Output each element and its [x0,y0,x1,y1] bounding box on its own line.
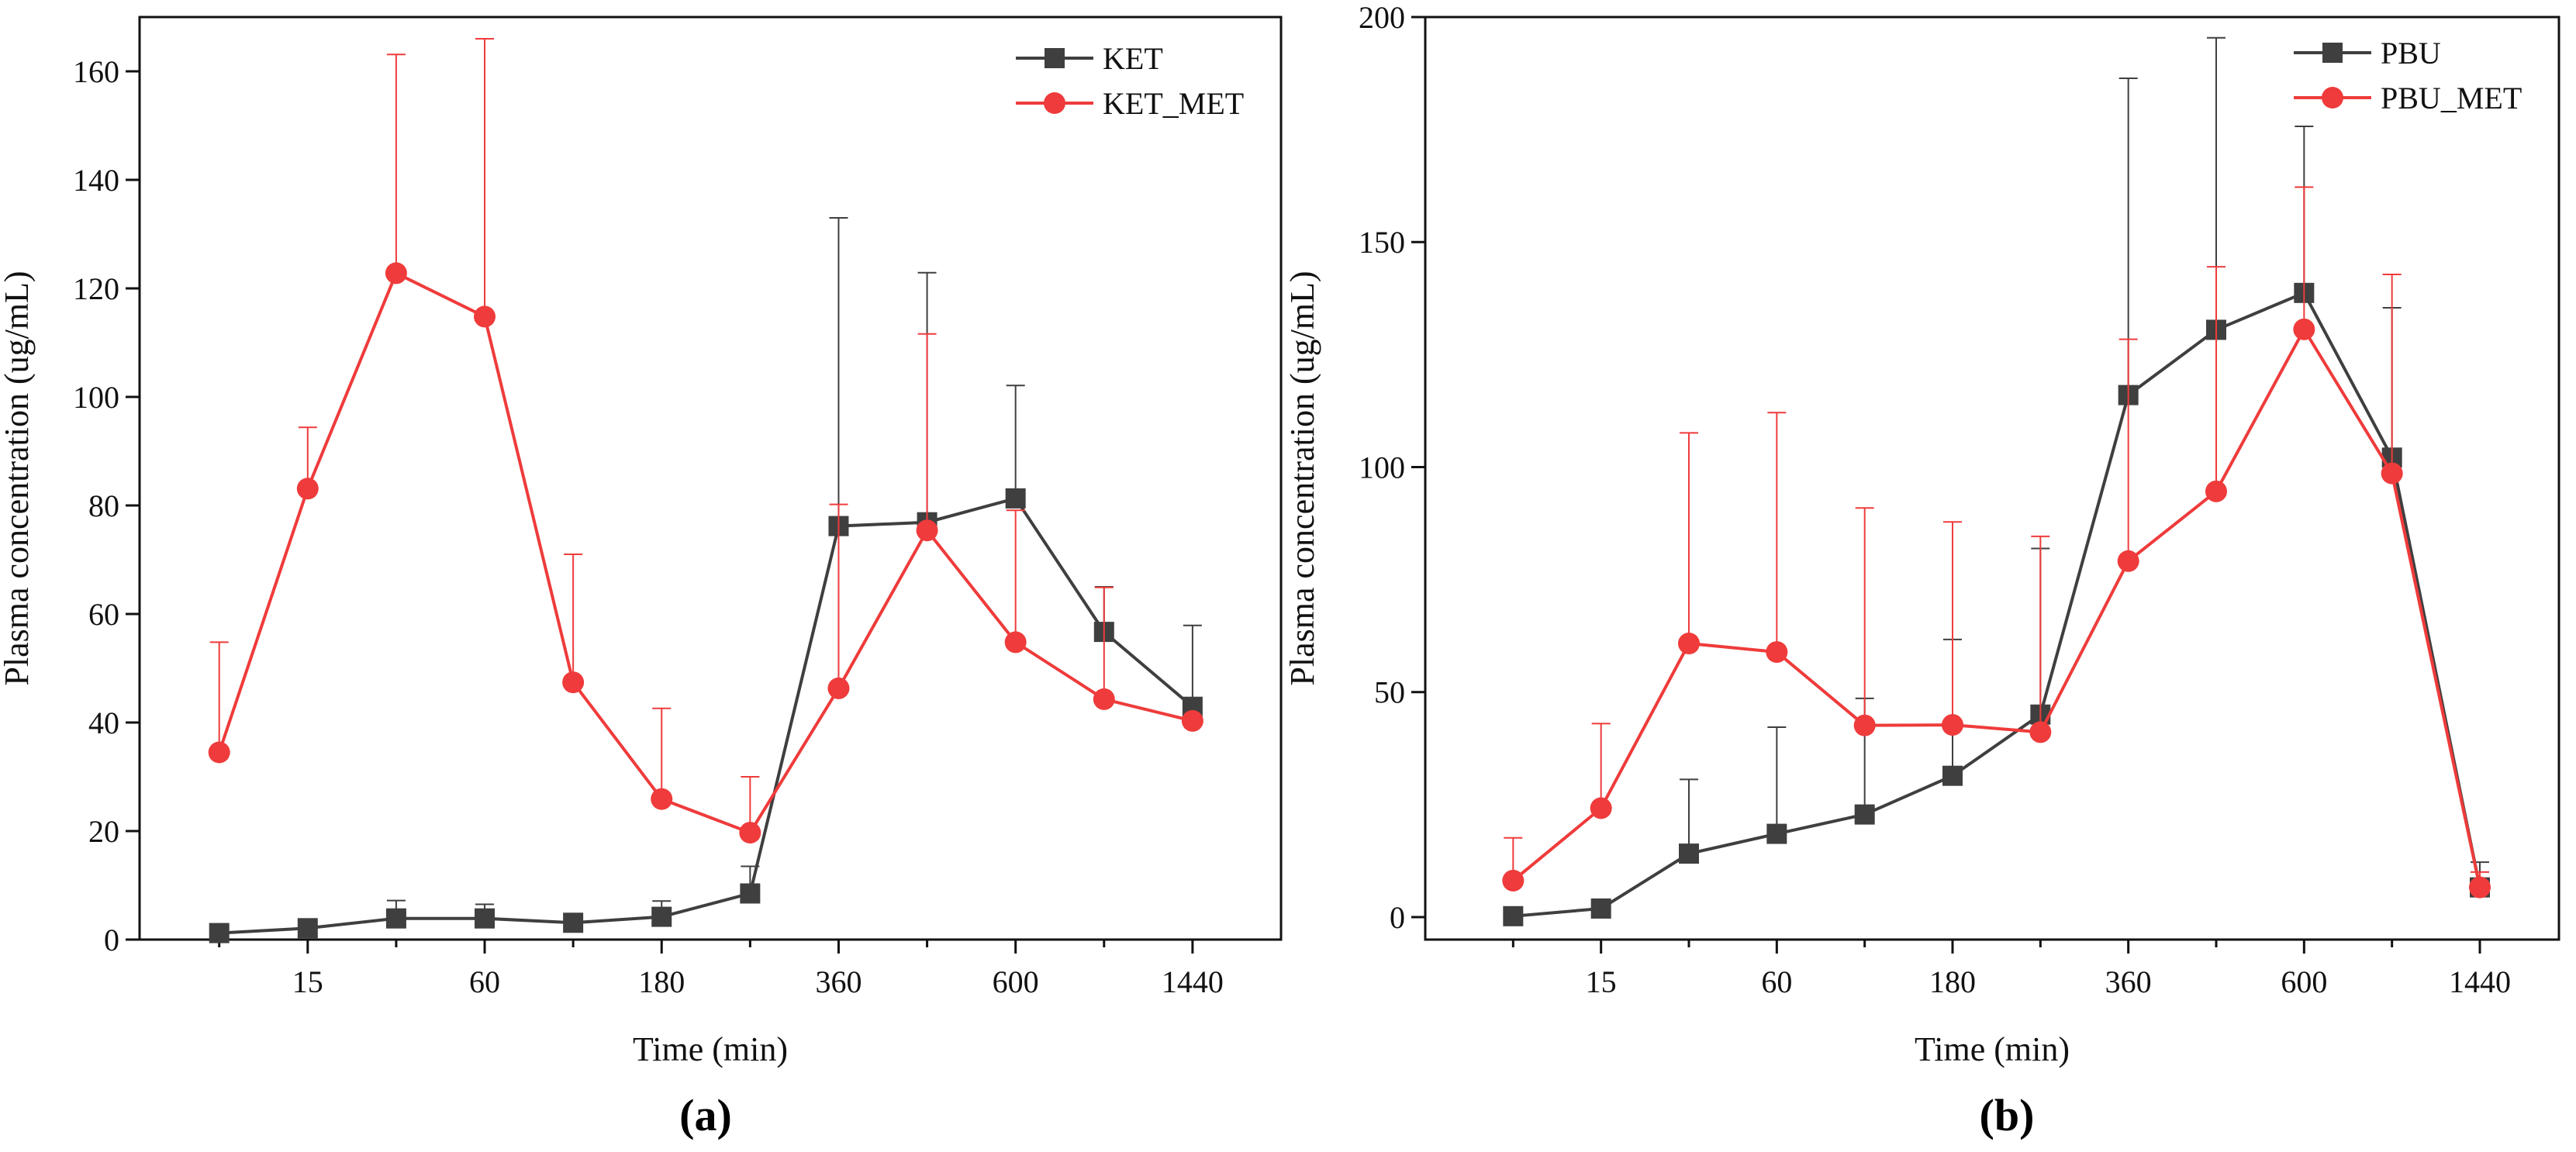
series-line [1513,291,2481,918]
y-tick-label: 0 [104,923,119,957]
y-tick-label: 120 [73,271,119,306]
legend-marker [2322,43,2343,63]
data-point [563,912,584,933]
x-tick-label: 360 [815,964,862,999]
y-tick-label: 20 [88,814,119,849]
y-axis-label: Plasma concentration (ug/mL) [0,271,36,685]
plot-frame [1424,16,2560,941]
data-point [209,923,230,943]
series-line [217,271,1193,835]
data-point [2469,876,2491,898]
data-point [1766,823,1787,844]
x-tick-label: 60 [469,964,500,999]
y-tick-label: 80 [88,488,119,523]
x-axis-label: Time (min) [1915,1030,2070,1068]
legend-marker [1045,48,1065,68]
data-point [1766,641,1788,664]
legend-label: PBU_MET [2381,81,2522,116]
data-point [475,908,496,929]
data-point [1853,714,1876,736]
x-tick-label: 180 [638,964,685,999]
y-tick-label: 100 [1359,450,1405,485]
x-tick-label: 15 [1586,964,1617,999]
data-point [562,671,585,694]
data-point [208,741,230,764]
legend-label: KET_MET [1103,86,1244,121]
y-tick-label: 160 [73,54,119,89]
data-point [1005,488,1026,509]
series-line [219,496,1194,935]
data-point [651,788,673,810]
data-point [296,478,319,500]
data-point [2381,462,2403,485]
data-point [1942,765,1963,786]
data-point [2029,721,2052,743]
data-point [385,262,407,285]
panel-a-chart: 0 20 40 60 80 100 120 140 160 15 60 180 360 600 1440 Ti… [0,16,1283,1068]
data-point [651,906,672,927]
data-point [739,822,761,844]
y-tick-label: 40 [88,705,119,740]
series-ket-met [208,38,1203,844]
data-point [1678,633,1700,655]
legend-label: KET [1103,41,1163,76]
x-tick-label: 1440 [2449,964,2511,999]
data-point [2205,480,2227,502]
x-tick-label: 60 [1761,964,1792,999]
x-tick-label: 180 [1929,964,1976,999]
data-point [385,908,406,929]
x-tick-label: 15 [292,964,323,999]
y-tick-label: 100 [73,380,119,415]
panel-b-chart: 0 50 100 150 200 15 60 180 360 600 1440 Time (min) P… [1283,0,2560,1068]
legend-marker [2322,87,2343,109]
data-point [1679,843,1699,864]
data-point [1503,905,1524,926]
panel-b-label: (b) [1980,1090,2035,1140]
data-point [474,305,496,328]
y-tick-label: 200 [1359,0,1405,35]
y-tick-label: 50 [1374,675,1405,710]
y-tick-label: 150 [1359,225,1405,260]
legend-marker [1044,92,1065,114]
data-point [916,519,938,542]
x-tick-label: 600 [2281,964,2327,999]
x-tick-label: 1440 [1162,964,1224,999]
x-tick-label: 600 [993,964,1039,999]
data-point [1181,709,1203,732]
y-tick-label: 140 [73,163,119,198]
y-tick-label: 0 [1390,900,1405,935]
panel-a-label: (a) [679,1090,732,1140]
y-tick-label: 60 [88,597,119,632]
data-point [827,677,850,699]
data-point [1590,898,1611,919]
series-line [1512,326,2481,888]
data-point [740,883,761,904]
series-ket [209,217,1203,943]
data-point [1004,631,1027,654]
x-tick-label: 360 [2105,964,2152,999]
series-pbu-met [1502,186,2491,898]
plot-frame [138,16,1283,941]
data-point [2117,550,2139,572]
data-point [1854,804,1875,825]
y-axis-label: Plasma concentration (ug/mL) [1283,271,1321,685]
data-point [1502,869,1525,892]
x-axis-label: Time (min) [633,1030,788,1068]
data-point [1590,797,1612,819]
data-point [1093,688,1115,710]
data-point [1942,714,1963,736]
data-point [297,918,318,939]
series-pbu [1503,36,2490,926]
legend-label: PBU [2381,36,2441,71]
data-point [2293,318,2315,340]
